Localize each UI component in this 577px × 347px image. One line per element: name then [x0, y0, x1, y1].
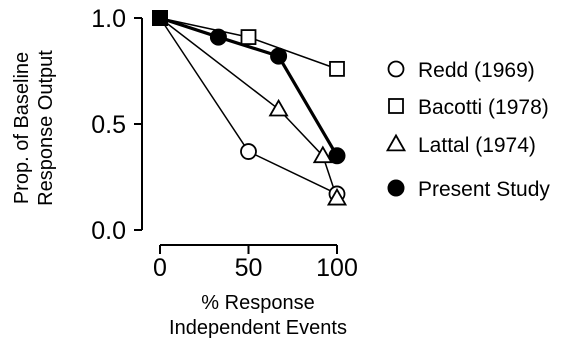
- legend-marker-bacotti-1978: [388, 98, 404, 114]
- y-axis-title-line-2: Response Output: [35, 50, 57, 206]
- legend-marker-lattal-1974: [385, 133, 407, 152]
- data-point-present-study: [209, 28, 227, 46]
- legend: Redd (1969) Bacotti (1978) Lattal (1974) Pr…: [385, 59, 550, 201]
- data-point-lattal-1974: [326, 187, 348, 206]
- x-tick-label: 50: [235, 254, 263, 282]
- axes: [134, 17, 338, 254]
- legend-marker-present-study: [387, 179, 405, 197]
- data-point-present-study: [270, 47, 288, 65]
- data-point-lattal-1974: [268, 98, 289, 117]
- legend-label-bacotti-1978: Bacotti (1978): [418, 96, 549, 119]
- data-point-redd-1969: [240, 143, 257, 160]
- x-axis-title-line-2: Independent Events: [169, 317, 347, 339]
- series-markers: [152, 10, 348, 206]
- data-point-bacotti-1978: [329, 60, 345, 77]
- legend-label-present-study: Present Study: [418, 178, 550, 201]
- x-axis-title-line-1: % Response: [201, 292, 314, 314]
- series-line-lattal-1974: [159, 17, 338, 199]
- legend-marker-redd-1969: [387, 60, 405, 78]
- x-tick-label: 100: [316, 254, 358, 282]
- data-point-bacotti-1978: [240, 29, 257, 45]
- data-point-lattal-1974: [312, 145, 333, 164]
- x-tick-label: 0: [153, 254, 167, 282]
- data-point-present-study: [328, 147, 346, 165]
- y-tick-label: 0.5: [91, 111, 126, 139]
- y-tick-label: 1.0: [91, 5, 126, 33]
- tick-labels: 0.0 0.5 1.0 0 50 100: [91, 5, 358, 282]
- y-tick-label: 0.0: [91, 217, 126, 245]
- y-axis-title-line-1: Prop. of Baseline: [11, 52, 33, 204]
- y-axis-title: Prop. of Baseline Response Output: [11, 50, 57, 206]
- series-lines: [159, 16, 339, 199]
- x-axis-title: % Response Independent Events: [169, 292, 347, 339]
- data-point-present-study: [152, 10, 168, 26]
- legend-label-lattal-1974: Lattal (1974): [418, 134, 536, 157]
- series-line-present-study: [159, 16, 339, 157]
- legend-label-redd-1969: Redd (1969): [418, 59, 535, 82]
